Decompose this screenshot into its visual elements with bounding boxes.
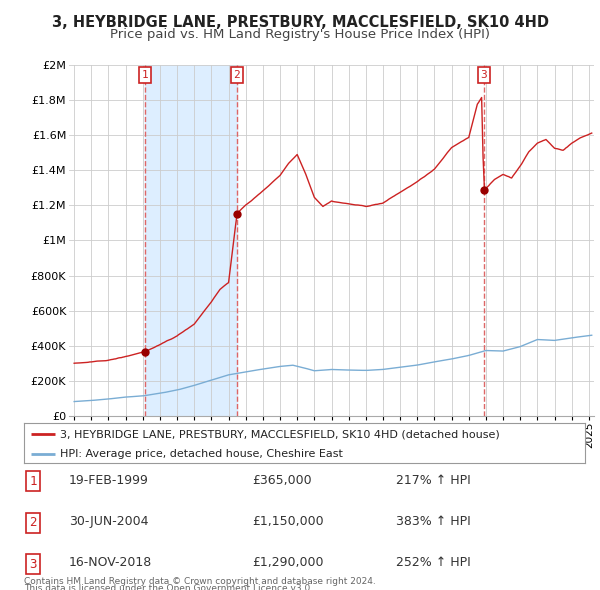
Text: 19-FEB-1999: 19-FEB-1999 bbox=[69, 474, 149, 487]
Text: 1: 1 bbox=[142, 70, 148, 80]
Text: 30-JUN-2004: 30-JUN-2004 bbox=[69, 515, 149, 528]
Text: 217% ↑ HPI: 217% ↑ HPI bbox=[396, 474, 471, 487]
Text: Contains HM Land Registry data © Crown copyright and database right 2024.: Contains HM Land Registry data © Crown c… bbox=[24, 577, 376, 586]
Text: 16-NOV-2018: 16-NOV-2018 bbox=[69, 556, 152, 569]
Text: £365,000: £365,000 bbox=[252, 474, 311, 487]
Text: This data is licensed under the Open Government Licence v3.0.: This data is licensed under the Open Gov… bbox=[24, 584, 313, 590]
Text: £1,150,000: £1,150,000 bbox=[252, 515, 323, 528]
Bar bbox=[145, 65, 237, 416]
Text: 383% ↑ HPI: 383% ↑ HPI bbox=[396, 515, 471, 528]
Text: HPI: Average price, detached house, Cheshire East: HPI: Average price, detached house, Ches… bbox=[61, 450, 343, 460]
Text: 3, HEYBRIDGE LANE, PRESTBURY, MACCLESFIELD, SK10 4HD (detached house): 3, HEYBRIDGE LANE, PRESTBURY, MACCLESFIE… bbox=[61, 430, 500, 440]
Text: 3: 3 bbox=[481, 70, 487, 80]
Text: 2: 2 bbox=[29, 516, 37, 529]
Text: £1,290,000: £1,290,000 bbox=[252, 556, 323, 569]
Text: 3, HEYBRIDGE LANE, PRESTBURY, MACCLESFIELD, SK10 4HD: 3, HEYBRIDGE LANE, PRESTBURY, MACCLESFIE… bbox=[52, 15, 548, 30]
Text: 1: 1 bbox=[29, 475, 37, 488]
Text: 3: 3 bbox=[29, 558, 37, 571]
Text: Price paid vs. HM Land Registry's House Price Index (HPI): Price paid vs. HM Land Registry's House … bbox=[110, 28, 490, 41]
Text: 2: 2 bbox=[233, 70, 241, 80]
Text: 252% ↑ HPI: 252% ↑ HPI bbox=[396, 556, 471, 569]
